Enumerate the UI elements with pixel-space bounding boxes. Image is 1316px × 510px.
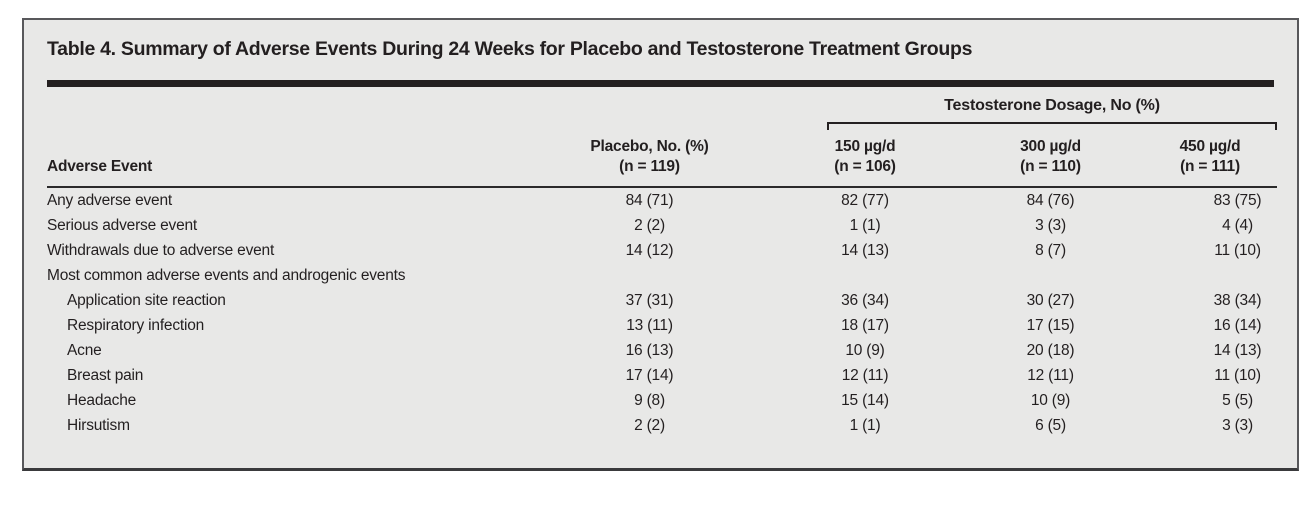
value-cell: 17 (14) — [625, 366, 674, 384]
value-cell: 84 (71) — [625, 191, 674, 209]
value-cell: 11 (10) — [1214, 241, 1261, 259]
column-header-line2: (n = 111) — [1180, 158, 1240, 175]
value-cell: 14 (13) — [841, 241, 889, 259]
event-label: Hirsutism — [67, 416, 130, 434]
event-label: Breast pain — [67, 366, 144, 384]
value-cell: 17 (15) — [1026, 316, 1075, 334]
value-cell: 4 (4) — [1222, 216, 1253, 234]
value-cell: 2 (2) — [634, 416, 665, 434]
table-row: Application site reaction 37 (31) 36 (34… — [47, 288, 1277, 313]
value-cell — [1143, 263, 1277, 288]
column-header-line2: (n = 110) — [1020, 158, 1081, 175]
table-row: Most common adverse events and androgeni… — [47, 263, 1277, 288]
value-cell: 11 (10) — [1214, 366, 1261, 384]
column-header-150ugd: 150 µg/d (n = 106) — [772, 130, 958, 188]
value-cell: 6 (5) — [1035, 416, 1066, 434]
adverse-events-table: Testosterone Dosage, No (%) Adverse Even… — [47, 87, 1277, 438]
event-label: Headache — [67, 391, 137, 409]
value-cell: 38 (34) — [1213, 291, 1262, 309]
table-row: Withdrawals due to adverse event 14 (12)… — [47, 238, 1277, 263]
event-label: Withdrawals due to adverse event — [47, 241, 275, 259]
column-header-line2: (n = 106) — [834, 158, 896, 175]
value-cell: 18 (17) — [841, 316, 889, 334]
value-cell: 37 (31) — [625, 291, 674, 309]
event-label: Any adverse event — [47, 191, 172, 209]
value-cell: 2 (2) — [634, 216, 665, 234]
value-cell: 15 (14) — [841, 391, 889, 409]
value-cell: 14 (13) — [1213, 341, 1262, 359]
spanner-cell: Testosterone Dosage, No (%) — [772, 87, 1277, 130]
table-row: Serious adverse event 2 (2) 1 (1) 3 (3) … — [47, 213, 1277, 238]
header-row: Adverse Event Placebo, No. (%) (n = 119)… — [47, 130, 1277, 188]
table-row: Headache 9 (8) 15 (14) 10 (9) 5 (5) — [47, 388, 1277, 413]
column-header-line1: 450 µg/d — [1179, 138, 1241, 155]
table-row: Respiratory infection 13 (11) 18 (17) 17… — [47, 313, 1277, 338]
value-cell: 5 (5) — [1222, 391, 1253, 409]
value-cell: 10 (9) — [1030, 391, 1071, 409]
value-cell: 1 (1) — [849, 216, 881, 234]
value-cell: 14 (12) — [625, 241, 674, 259]
column-header-line2: (n = 119) — [619, 158, 680, 175]
column-header-adverse-event: Adverse Event — [47, 130, 527, 188]
spanner-label: Testosterone Dosage, No (%) — [944, 97, 1160, 114]
event-label: Most common adverse events and androgeni… — [47, 266, 406, 284]
event-label: Respiratory infection — [67, 316, 205, 334]
value-cell — [958, 263, 1143, 288]
spanner-spacer — [47, 87, 772, 130]
table-row: Breast pain 17 (14) 12 (11) 12 (11) 11 (… — [47, 363, 1277, 388]
value-cell: 9 (8) — [634, 391, 665, 409]
spanner-bracket — [827, 122, 1277, 130]
value-cell: 10 (9) — [845, 341, 885, 359]
value-cell: 3 (3) — [1035, 216, 1066, 234]
column-header-300ugd: 300 µg/d (n = 110) — [958, 130, 1143, 188]
value-cell: 84 (76) — [1026, 191, 1075, 209]
event-label: Acne — [67, 341, 102, 359]
value-cell: 12 (11) — [841, 366, 889, 384]
value-cell: 16 (13) — [625, 341, 674, 359]
value-cell: 82 (77) — [841, 191, 889, 209]
value-cell: 30 (27) — [1026, 291, 1075, 309]
value-cell: 36 (34) — [841, 291, 889, 309]
column-header-line1: Placebo, No. (%) — [590, 138, 709, 155]
column-header-line1: 150 µg/d — [834, 138, 896, 155]
value-cell: 8 (7) — [1035, 241, 1066, 259]
value-cell: 20 (18) — [1026, 341, 1075, 359]
table-row: Any adverse event 84 (71) 82 (77) 84 (76… — [47, 187, 1277, 213]
table-panel: Table 4. Summary of Adverse Events Durin… — [22, 18, 1299, 471]
value-cell: 16 (14) — [1213, 316, 1262, 334]
value-cell — [772, 263, 958, 288]
event-label: Serious adverse event — [47, 216, 198, 234]
value-cell: 3 (3) — [1222, 416, 1253, 434]
spanner-row: Testosterone Dosage, No (%) — [47, 87, 1277, 130]
value-cell: 12 (11) — [1027, 366, 1074, 384]
value-cell — [527, 263, 772, 288]
table-title: Table 4. Summary of Adverse Events Durin… — [47, 38, 973, 60]
value-cell: 1 (1) — [849, 416, 881, 434]
table-row: Acne 16 (13) 10 (9) 20 (18) 14 (13) — [47, 338, 1277, 363]
column-header-line1: 300 µg/d — [1020, 138, 1081, 155]
column-header-450ugd: 450 µg/d (n = 111) — [1143, 130, 1277, 188]
table-row: Hirsutism 2 (2) 1 (1) 6 (5) 3 (3) — [47, 413, 1277, 438]
event-label: Application site reaction — [67, 291, 226, 309]
value-cell: 83 (75) — [1213, 191, 1262, 209]
column-header-placebo: Placebo, No. (%) (n = 119) — [527, 130, 772, 188]
title-rule — [47, 80, 1274, 87]
value-cell: 13 (11) — [626, 316, 673, 334]
